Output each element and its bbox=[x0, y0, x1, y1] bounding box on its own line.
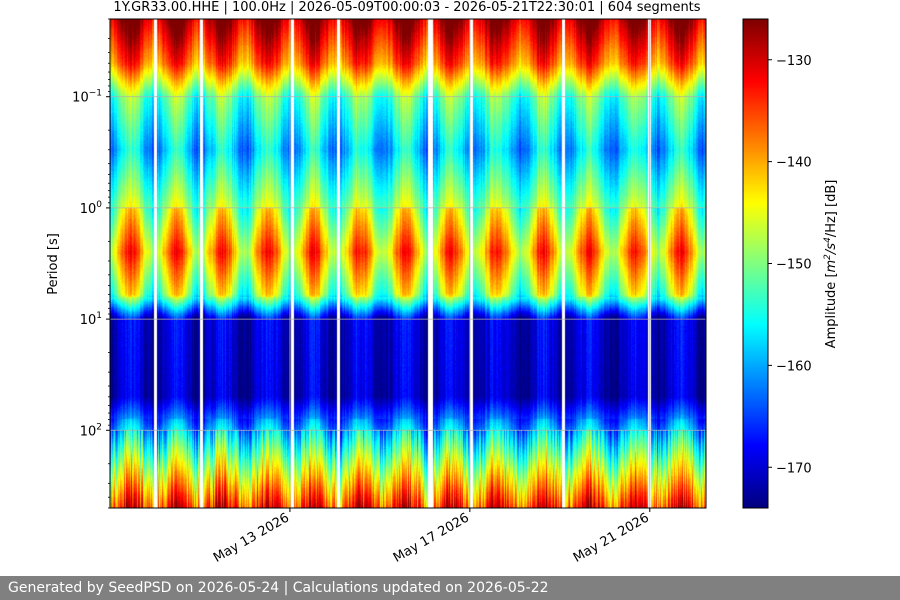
colorbar-tick-label: −130 bbox=[776, 54, 812, 69]
x-tick-label: May 21 2026 bbox=[571, 510, 652, 565]
footer-text: Generated by SeedPSD on 2026-05-24 | Cal… bbox=[8, 580, 549, 596]
spectrogram-heatmap bbox=[110, 19, 706, 508]
colorbar: −130 −140 −150 −160 −170 Amplitude [m2/s4/Hz… bbox=[742, 18, 839, 509]
x-tick-label: May 13 2026 bbox=[211, 510, 292, 565]
grid-lines bbox=[110, 19, 706, 508]
y-axis-ticks: 10−1 100 101 102 bbox=[72, 18, 110, 509]
y-tick-label: 100 bbox=[80, 200, 103, 217]
colorbar-ticks: −130 −140 −150 −160 −170 bbox=[768, 54, 812, 476]
x-axis-ticks: May 13 2026 May 17 2026 May 21 2026 bbox=[211, 508, 652, 566]
spectrogram-plot bbox=[109, 18, 707, 509]
y-axis-label: Period [s] bbox=[46, 233, 61, 295]
chart-title: 1Y.GR33.00.HHE | 100.0Hz | 2026-05-09T00… bbox=[113, 0, 700, 15]
y-tick-label: 101 bbox=[80, 311, 102, 328]
footer-bar: Generated by SeedPSD on 2026-05-24 | Cal… bbox=[0, 576, 900, 600]
y-tick-label: 10−1 bbox=[72, 89, 102, 106]
psd-figure: 1Y.GR33.00.HHE | 100.0Hz | 2026-05-09T00… bbox=[46, 0, 839, 566]
colorbar-tick-label: −170 bbox=[776, 461, 812, 476]
colorbar-label: Amplitude [m2/s4/Hz] [dB] bbox=[823, 180, 839, 349]
plot-frame bbox=[109, 18, 707, 509]
colorbar-gradient bbox=[743, 19, 768, 508]
colorbar-tick-label: −160 bbox=[776, 359, 812, 374]
colorbar-tick-label: −140 bbox=[776, 156, 812, 171]
y-tick-label: 102 bbox=[80, 422, 102, 439]
colorbar-tick-label: −150 bbox=[776, 258, 812, 273]
x-tick-label: May 17 2026 bbox=[391, 510, 472, 565]
